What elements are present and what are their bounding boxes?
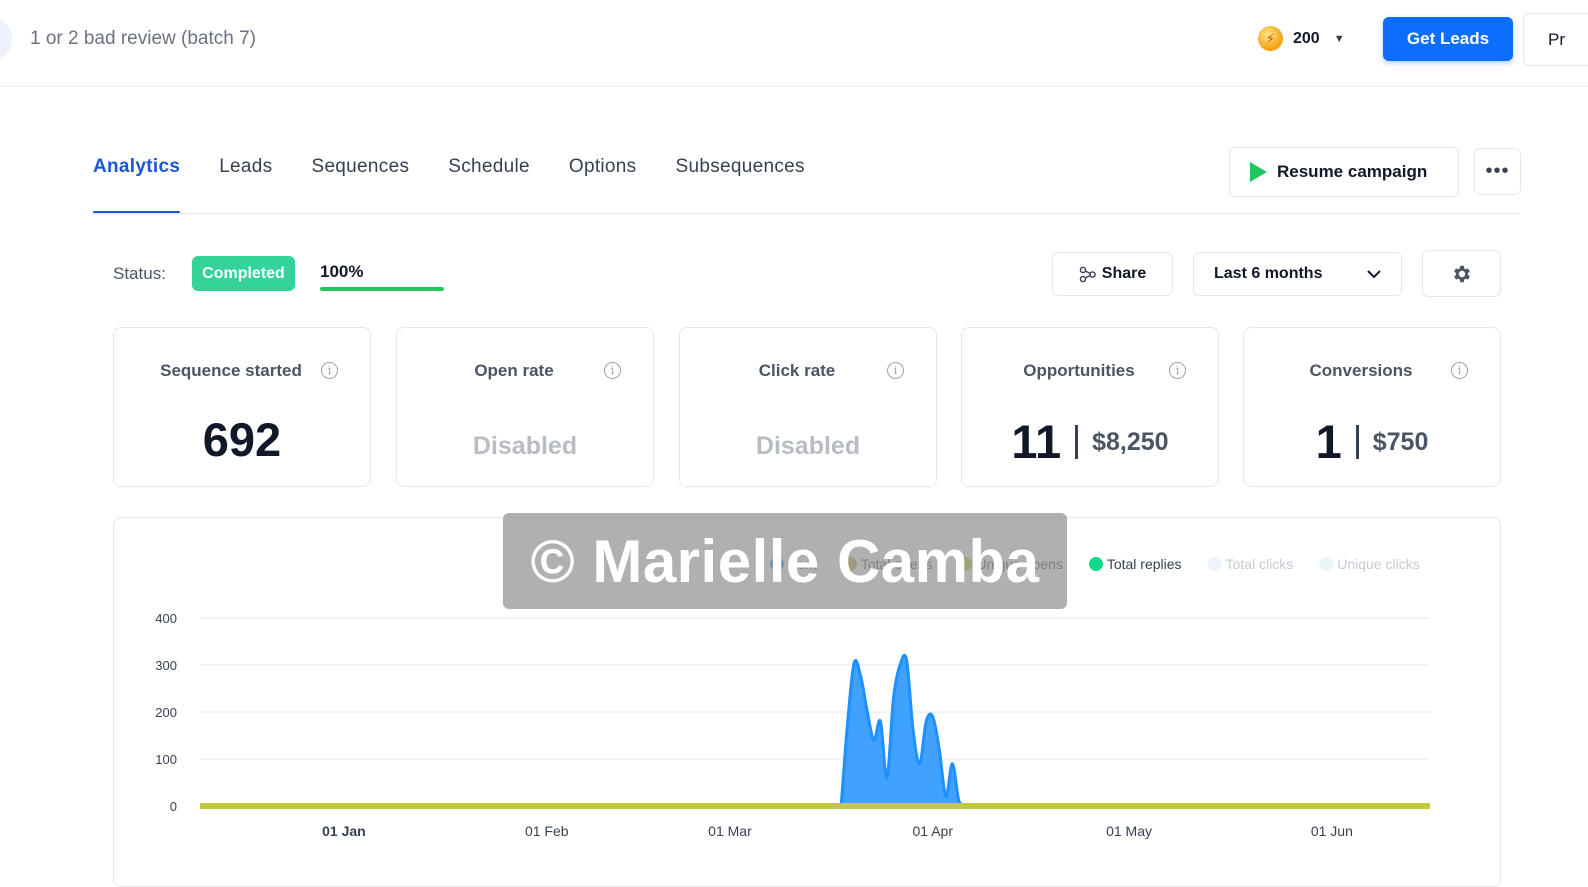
x-tick-label: 01 May — [1106, 823, 1152, 839]
more-options-button[interactable]: ••• — [1474, 148, 1521, 195]
metric-card-click-rate: Click rate i Disabled — [679, 327, 937, 487]
share-label: Share — [1101, 265, 1147, 282]
metric-card-opportunities: Opportunities i 11 $8,250 — [961, 327, 1219, 487]
ellipsis-icon: ••• — [1485, 160, 1510, 182]
legend-dot-icon — [1207, 557, 1222, 571]
metric-value: Disabled — [755, 432, 861, 460]
share-icon — [1079, 266, 1096, 282]
tab-subsequences[interactable]: Subsequences — [675, 156, 805, 177]
share-button[interactable]: Share — [1052, 252, 1173, 296]
legend-label: Unique clicks — [1337, 556, 1420, 572]
info-icon[interactable]: i — [604, 362, 621, 379]
metric-amount: $750 — [1372, 427, 1429, 456]
play-icon — [1250, 162, 1267, 182]
x-tick-label: 01 Mar — [708, 823, 752, 839]
tab-leads[interactable]: Leads — [219, 156, 273, 177]
series-line-sent — [839, 653, 967, 808]
avatar[interactable] — [0, 18, 12, 60]
tab-options[interactable]: Options — [568, 156, 637, 177]
campaign-progress: 100% — [320, 262, 444, 291]
credits-dropdown[interactable]: ⚡ 200 ▼ — [1258, 26, 1345, 51]
info-icon[interactable]: i — [1169, 362, 1186, 379]
metric-separator — [1075, 425, 1079, 459]
watermark-text: © Marielle Camba — [530, 527, 1040, 595]
legend-item[interactable]: Unique clicks — [1319, 556, 1420, 572]
info-icon[interactable]: i — [1451, 362, 1468, 379]
metric-amount: $8,250 — [1092, 427, 1169, 456]
date-range-label: Last 6 months — [1214, 265, 1323, 282]
tabs-divider — [93, 213, 1520, 214]
status-badge: Completed — [192, 256, 295, 291]
y-tick-label: 100 — [155, 752, 177, 767]
chevron-down-icon — [1367, 269, 1381, 278]
metric-title: Opportunities — [1023, 361, 1135, 380]
progress-track — [320, 287, 444, 291]
legend-label: Total clicks — [1225, 556, 1294, 572]
info-icon[interactable]: i — [887, 362, 904, 379]
resume-campaign-label: Resume campaign — [1277, 162, 1428, 181]
series-area-sent — [841, 655, 966, 806]
campaign-tabs: Analytics Leads Sequences Schedule Optio… — [93, 150, 805, 214]
metric-value: 11 — [1011, 415, 1062, 468]
legend-dot-icon — [1319, 557, 1334, 571]
legend-label: Total replies — [1106, 556, 1182, 572]
metric-value: 692 — [202, 413, 282, 466]
resume-campaign-button[interactable]: Resume campaign — [1229, 147, 1459, 197]
tab-analytics[interactable]: Analytics — [93, 150, 181, 214]
metric-separator — [1355, 425, 1359, 459]
y-tick-label: 400 — [155, 611, 177, 626]
metric-card-conversions: Conversions i 1 $750 — [1243, 327, 1501, 487]
x-tick-label: 01 Feb — [525, 823, 569, 839]
lightning-coin-icon: ⚡ — [1258, 26, 1283, 51]
metric-value: 1 — [1315, 415, 1342, 468]
top-bar: 1 or 2 bad review (batch 7) ⚡ 200 ▼ Get … — [0, 0, 1588, 87]
y-tick-label: 300 — [155, 658, 177, 673]
progress-percent: 100% — [320, 262, 364, 281]
y-tick-label: 0 — [170, 799, 177, 814]
credits-count: 200 — [1293, 29, 1320, 47]
info-icon[interactable]: i — [321, 362, 338, 379]
analytics-chart: 0 100 200 300 400 01 Jan 01 Feb 01 Mar 01 Apr 01 … — [155, 611, 1430, 839]
status-label: Status: — [113, 264, 166, 283]
metric-value-group: 11 $8,250 — [962, 418, 1218, 466]
metric-title: Conversions — [1309, 361, 1413, 380]
x-tick-label: 01 Apr — [913, 823, 954, 839]
legend-item[interactable]: Total replies — [1088, 556, 1182, 572]
date-range-select[interactable]: Last 6 months — [1193, 252, 1402, 296]
chevron-down-icon: ▼ — [1333, 32, 1345, 45]
profile-button[interactable]: Pr — [1523, 13, 1588, 66]
get-leads-button[interactable]: Get Leads — [1383, 17, 1513, 61]
metric-value: Disabled — [472, 432, 578, 460]
metric-value-group: 1 $750 — [1244, 418, 1500, 466]
analytics-settings-button[interactable] — [1422, 250, 1501, 297]
y-tick-label: 200 — [155, 705, 177, 720]
metric-card-sequence-started: Sequence started i 692 — [113, 327, 371, 487]
campaign-title: 1 or 2 bad review (batch 7) — [30, 28, 257, 49]
progress-fill — [320, 287, 444, 291]
legend-item[interactable]: Total clicks — [1207, 556, 1294, 572]
x-tick-label: 01 Jan — [322, 823, 366, 839]
tab-schedule[interactable]: Schedule — [448, 156, 530, 177]
metric-title: Click rate — [758, 361, 836, 380]
tab-sequences[interactable]: Sequences — [311, 156, 410, 177]
metric-card-open-rate: Open rate i Disabled — [396, 327, 654, 487]
legend-dot-icon — [1088, 557, 1103, 571]
watermark: © Marielle Camba — [503, 513, 1067, 609]
metric-title: Sequence started — [160, 361, 302, 380]
x-tick-label: 01 Jun — [1311, 823, 1353, 839]
metric-title: Open rate — [474, 361, 554, 380]
gear-icon — [1453, 265, 1470, 282]
